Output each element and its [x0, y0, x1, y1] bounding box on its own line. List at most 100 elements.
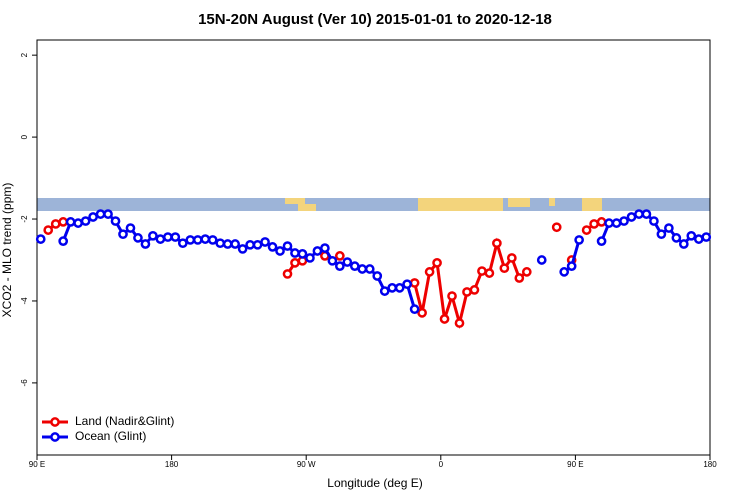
- point: [133, 233, 143, 243]
- point: [536, 255, 547, 265]
- point: [671, 233, 682, 243]
- y-axis-label: XCO2 - MLO trend (ppm): [0, 183, 14, 318]
- point: [65, 217, 76, 227]
- point: [88, 212, 98, 222]
- point: [297, 248, 308, 259]
- point: [312, 246, 323, 256]
- point: [207, 235, 218, 245]
- point: [200, 234, 211, 244]
- point: [230, 239, 241, 249]
- point: [379, 286, 390, 296]
- point: [506, 253, 517, 263]
- point: [619, 216, 629, 226]
- point: [58, 236, 69, 247]
- point: [372, 271, 383, 281]
- point: [245, 239, 255, 250]
- point: [125, 223, 136, 233]
- point: [327, 255, 338, 266]
- point: [596, 217, 607, 227]
- point: [155, 234, 166, 244]
- point: [574, 235, 584, 245]
- point: [177, 238, 188, 249]
- map-strip: [37, 198, 710, 211]
- y-tick-label: 2: [20, 52, 29, 57]
- point: [364, 264, 375, 274]
- point: [275, 246, 285, 256]
- x-tick-label: 90 E: [29, 460, 45, 469]
- x-tick-label: 90 E: [567, 460, 583, 469]
- point: [469, 285, 480, 295]
- point: [103, 209, 113, 219]
- point: [514, 273, 525, 283]
- series: [43, 217, 607, 330]
- point: [604, 218, 614, 228]
- point: [693, 234, 704, 244]
- point: [521, 267, 532, 277]
- point: [35, 234, 46, 244]
- point: [349, 261, 360, 271]
- point: [335, 251, 345, 261]
- point: [664, 223, 674, 233]
- point: [611, 218, 622, 228]
- point: [335, 261, 345, 271]
- point: [678, 239, 689, 249]
- point: [484, 268, 495, 278]
- point: [701, 232, 712, 242]
- point: [499, 263, 510, 274]
- point: [634, 209, 644, 219]
- legend-label: Ocean (Glint): [75, 429, 146, 443]
- point: [95, 209, 106, 219]
- point: [462, 287, 472, 297]
- legend-label: Land (Nadir&Glint): [75, 414, 174, 428]
- point: [282, 241, 293, 251]
- point: [222, 239, 233, 249]
- point: [163, 232, 173, 242]
- point: [551, 222, 562, 233]
- y-tick-label: -4: [20, 297, 29, 305]
- point: [305, 253, 315, 263]
- point: [432, 258, 442, 268]
- point: [43, 225, 54, 235]
- x-tick-label: 180: [165, 460, 179, 469]
- point: [581, 225, 592, 235]
- y-tick-label: 0: [20, 134, 29, 139]
- point: [387, 283, 398, 293]
- plot-frame: [36, 39, 711, 456]
- legend-marker: [50, 417, 60, 427]
- point: [320, 243, 330, 253]
- point: [73, 218, 83, 228]
- point: [596, 236, 607, 247]
- point: [342, 257, 353, 267]
- point: [290, 248, 300, 258]
- point: [260, 237, 270, 247]
- point: [656, 229, 667, 240]
- point: [492, 238, 502, 249]
- point: [402, 279, 412, 290]
- point: [357, 264, 368, 274]
- point: [641, 209, 652, 219]
- point: [626, 212, 637, 222]
- chart-title: 15N-20N August (Ver 10) 2015-01-01 to 20…: [198, 11, 552, 28]
- point: [477, 266, 487, 276]
- point: [170, 232, 181, 242]
- y-tick-label: -2: [20, 215, 29, 223]
- point: [409, 278, 420, 288]
- point: [559, 267, 570, 277]
- x-tick-label: 180: [703, 460, 717, 469]
- point: [566, 261, 577, 271]
- point: [454, 318, 465, 328]
- point: [140, 239, 151, 249]
- point: [409, 304, 420, 315]
- point: [447, 291, 457, 301]
- x-axis-label: Longitude (deg E): [327, 476, 422, 490]
- point: [290, 258, 300, 268]
- point: [424, 267, 435, 277]
- point: [215, 238, 226, 249]
- point: [589, 219, 599, 229]
- y-tick-label: -6: [20, 379, 29, 387]
- x-tick-label: 0: [439, 460, 444, 469]
- point: [192, 235, 203, 245]
- point: [649, 216, 659, 226]
